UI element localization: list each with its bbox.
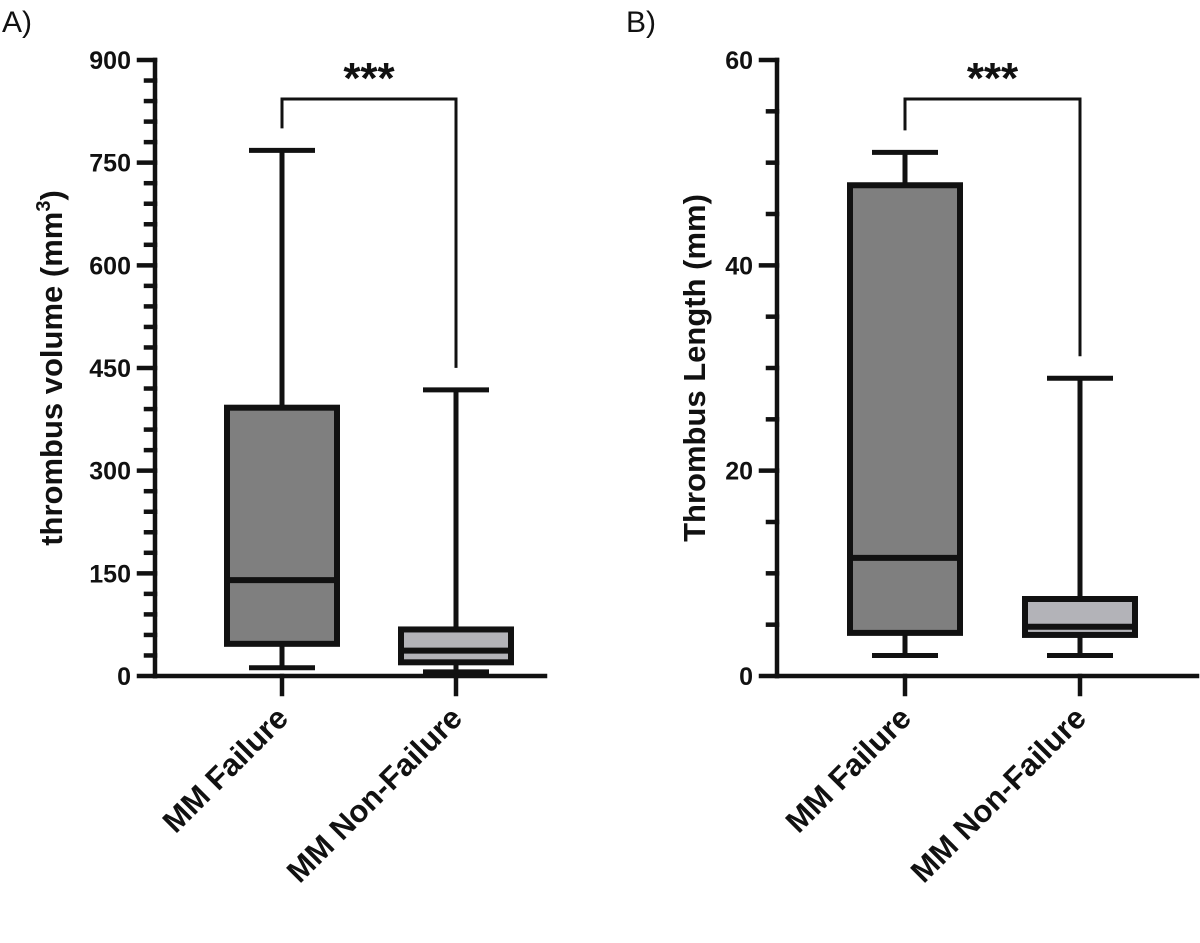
panel-label: B) (626, 6, 656, 39)
x-category-label: MM Non-Failure (904, 700, 1093, 889)
iqr-box (398, 626, 514, 666)
box-mm-failure: MM Failure (156, 147, 340, 839)
y-tick-label: 40 (725, 252, 753, 280)
x-category-label: MM Non-Failure (280, 700, 469, 889)
y-axis-title-text: thrombus volume (mm (34, 212, 69, 546)
y-axis-title: Thrombus Length (mm) (677, 194, 712, 542)
significance-label: *** (967, 54, 1019, 103)
iqr-box (847, 182, 963, 636)
x-category-label: MM Failure (156, 700, 295, 839)
y-tick-label: 750 (89, 150, 131, 178)
iqr-box (224, 404, 340, 647)
y-tick-label: 20 (725, 458, 753, 486)
panel-label: A) (2, 6, 32, 39)
x-category-label: MM Failure (779, 700, 918, 839)
panel-a: A) 0 150 300 450 600 750 900 thrombus volume (mm… (2, 6, 548, 889)
significance-label: *** (343, 54, 395, 103)
significance-bracket (903, 97, 1082, 357)
y-tick-label: 450 (89, 355, 131, 383)
y-axis-title: thrombus volume (mm3) (33, 190, 69, 546)
y-tick-label: 300 (89, 458, 131, 486)
y-axis-title-superscript: 3 (33, 201, 55, 212)
y-tick-label: 150 (89, 560, 131, 588)
y-axis-title-suffix: ) (34, 190, 69, 200)
box-mm-failure: MM Failure (779, 149, 963, 839)
y-tick-label: 600 (89, 252, 131, 280)
y-tick-label: 0 (739, 663, 753, 691)
significance-bracket (280, 97, 458, 368)
y-tick-label: 60 (725, 47, 753, 75)
y-tick-label: 0 (117, 663, 131, 691)
panel-b: B) 0 20 40 60 Thrombus Length (mm) MM FailureM… (626, 6, 1200, 889)
y-tick-label: 900 (89, 47, 131, 75)
